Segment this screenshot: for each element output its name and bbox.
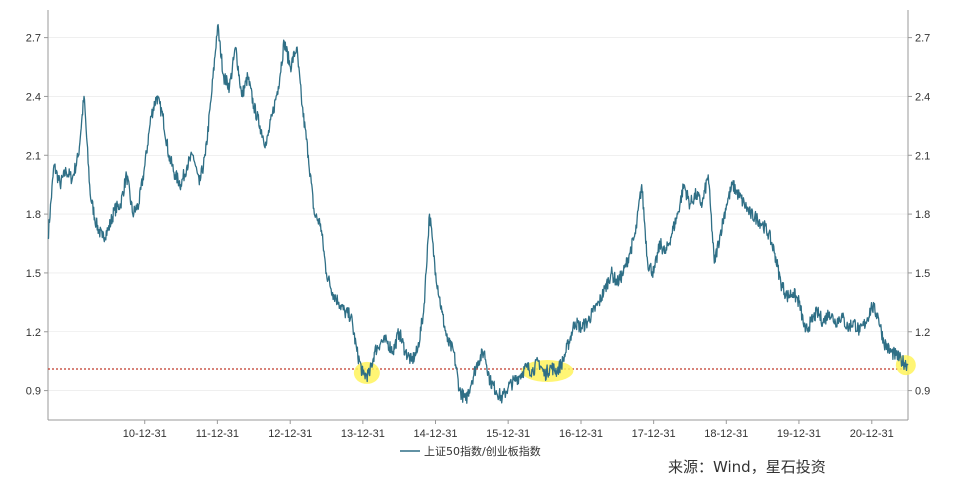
- source-caption: 来源：Wind，星石投资: [668, 458, 826, 476]
- left-y-tick-label: 0.9: [26, 386, 41, 398]
- left-y-tick-label: 2.7: [26, 33, 41, 45]
- legend: 上证50指数/创业板指数: [400, 444, 541, 458]
- left-y-tick-labels: 0.9 1.2 1.5 1.8 2.1 2.4 2.7: [26, 33, 48, 398]
- x-tick-label: 11-12-31: [196, 428, 239, 440]
- x-tick-label: 20-12-31: [850, 428, 894, 440]
- highlight-marker: [353, 361, 380, 384]
- highlight-markers: [353, 355, 916, 384]
- legend-label: 上证50指数/创业板指数: [424, 444, 541, 458]
- x-tick-label: 15-12-31: [486, 428, 530, 440]
- chart-axes: [47, 10, 909, 421]
- x-tick-label: 19-12-31: [777, 428, 821, 440]
- x-tick-label: 16-12-31: [559, 428, 603, 440]
- left-y-tick-label: 1.2: [26, 327, 41, 339]
- x-tick-label: 10-12-31: [123, 428, 167, 440]
- x-tick-label: 17-12-31: [632, 428, 676, 440]
- grid-lines: [48, 37, 908, 391]
- x-tick-label: 13-12-31: [341, 428, 385, 440]
- series-layer: [47, 23, 909, 404]
- left-y-tick-label: 1.8: [26, 209, 41, 221]
- right-y-tick-label: 2.7: [915, 33, 930, 45]
- x-tick-label: 14-12-31: [413, 428, 457, 440]
- x-tick-label: 18-12-31: [704, 428, 748, 440]
- x-tick-labels: 10-12-31 11-12-31 12-12-31 13-12-31 14-12-31…: [123, 420, 894, 440]
- right-y-tick-label: 1.2: [915, 327, 930, 339]
- left-y-tick-label: 1.5: [26, 268, 41, 280]
- right-y-tick-label: 2.4: [915, 91, 930, 103]
- right-y-tick-label: 1.5: [915, 268, 930, 280]
- x-tick-label: 12-12-31: [268, 428, 312, 440]
- right-y-tick-labels: 0.9 1.2 1.5 1.8 2.1 2.4 2.7: [908, 33, 930, 398]
- series-line: [47, 23, 909, 404]
- left-y-tick-label: 2.4: [26, 91, 41, 103]
- right-y-tick-label: 1.8: [915, 209, 930, 221]
- left-y-tick-label: 2.1: [26, 150, 41, 162]
- right-y-tick-label: 2.1: [915, 150, 930, 162]
- right-y-tick-label: 0.9: [915, 386, 930, 398]
